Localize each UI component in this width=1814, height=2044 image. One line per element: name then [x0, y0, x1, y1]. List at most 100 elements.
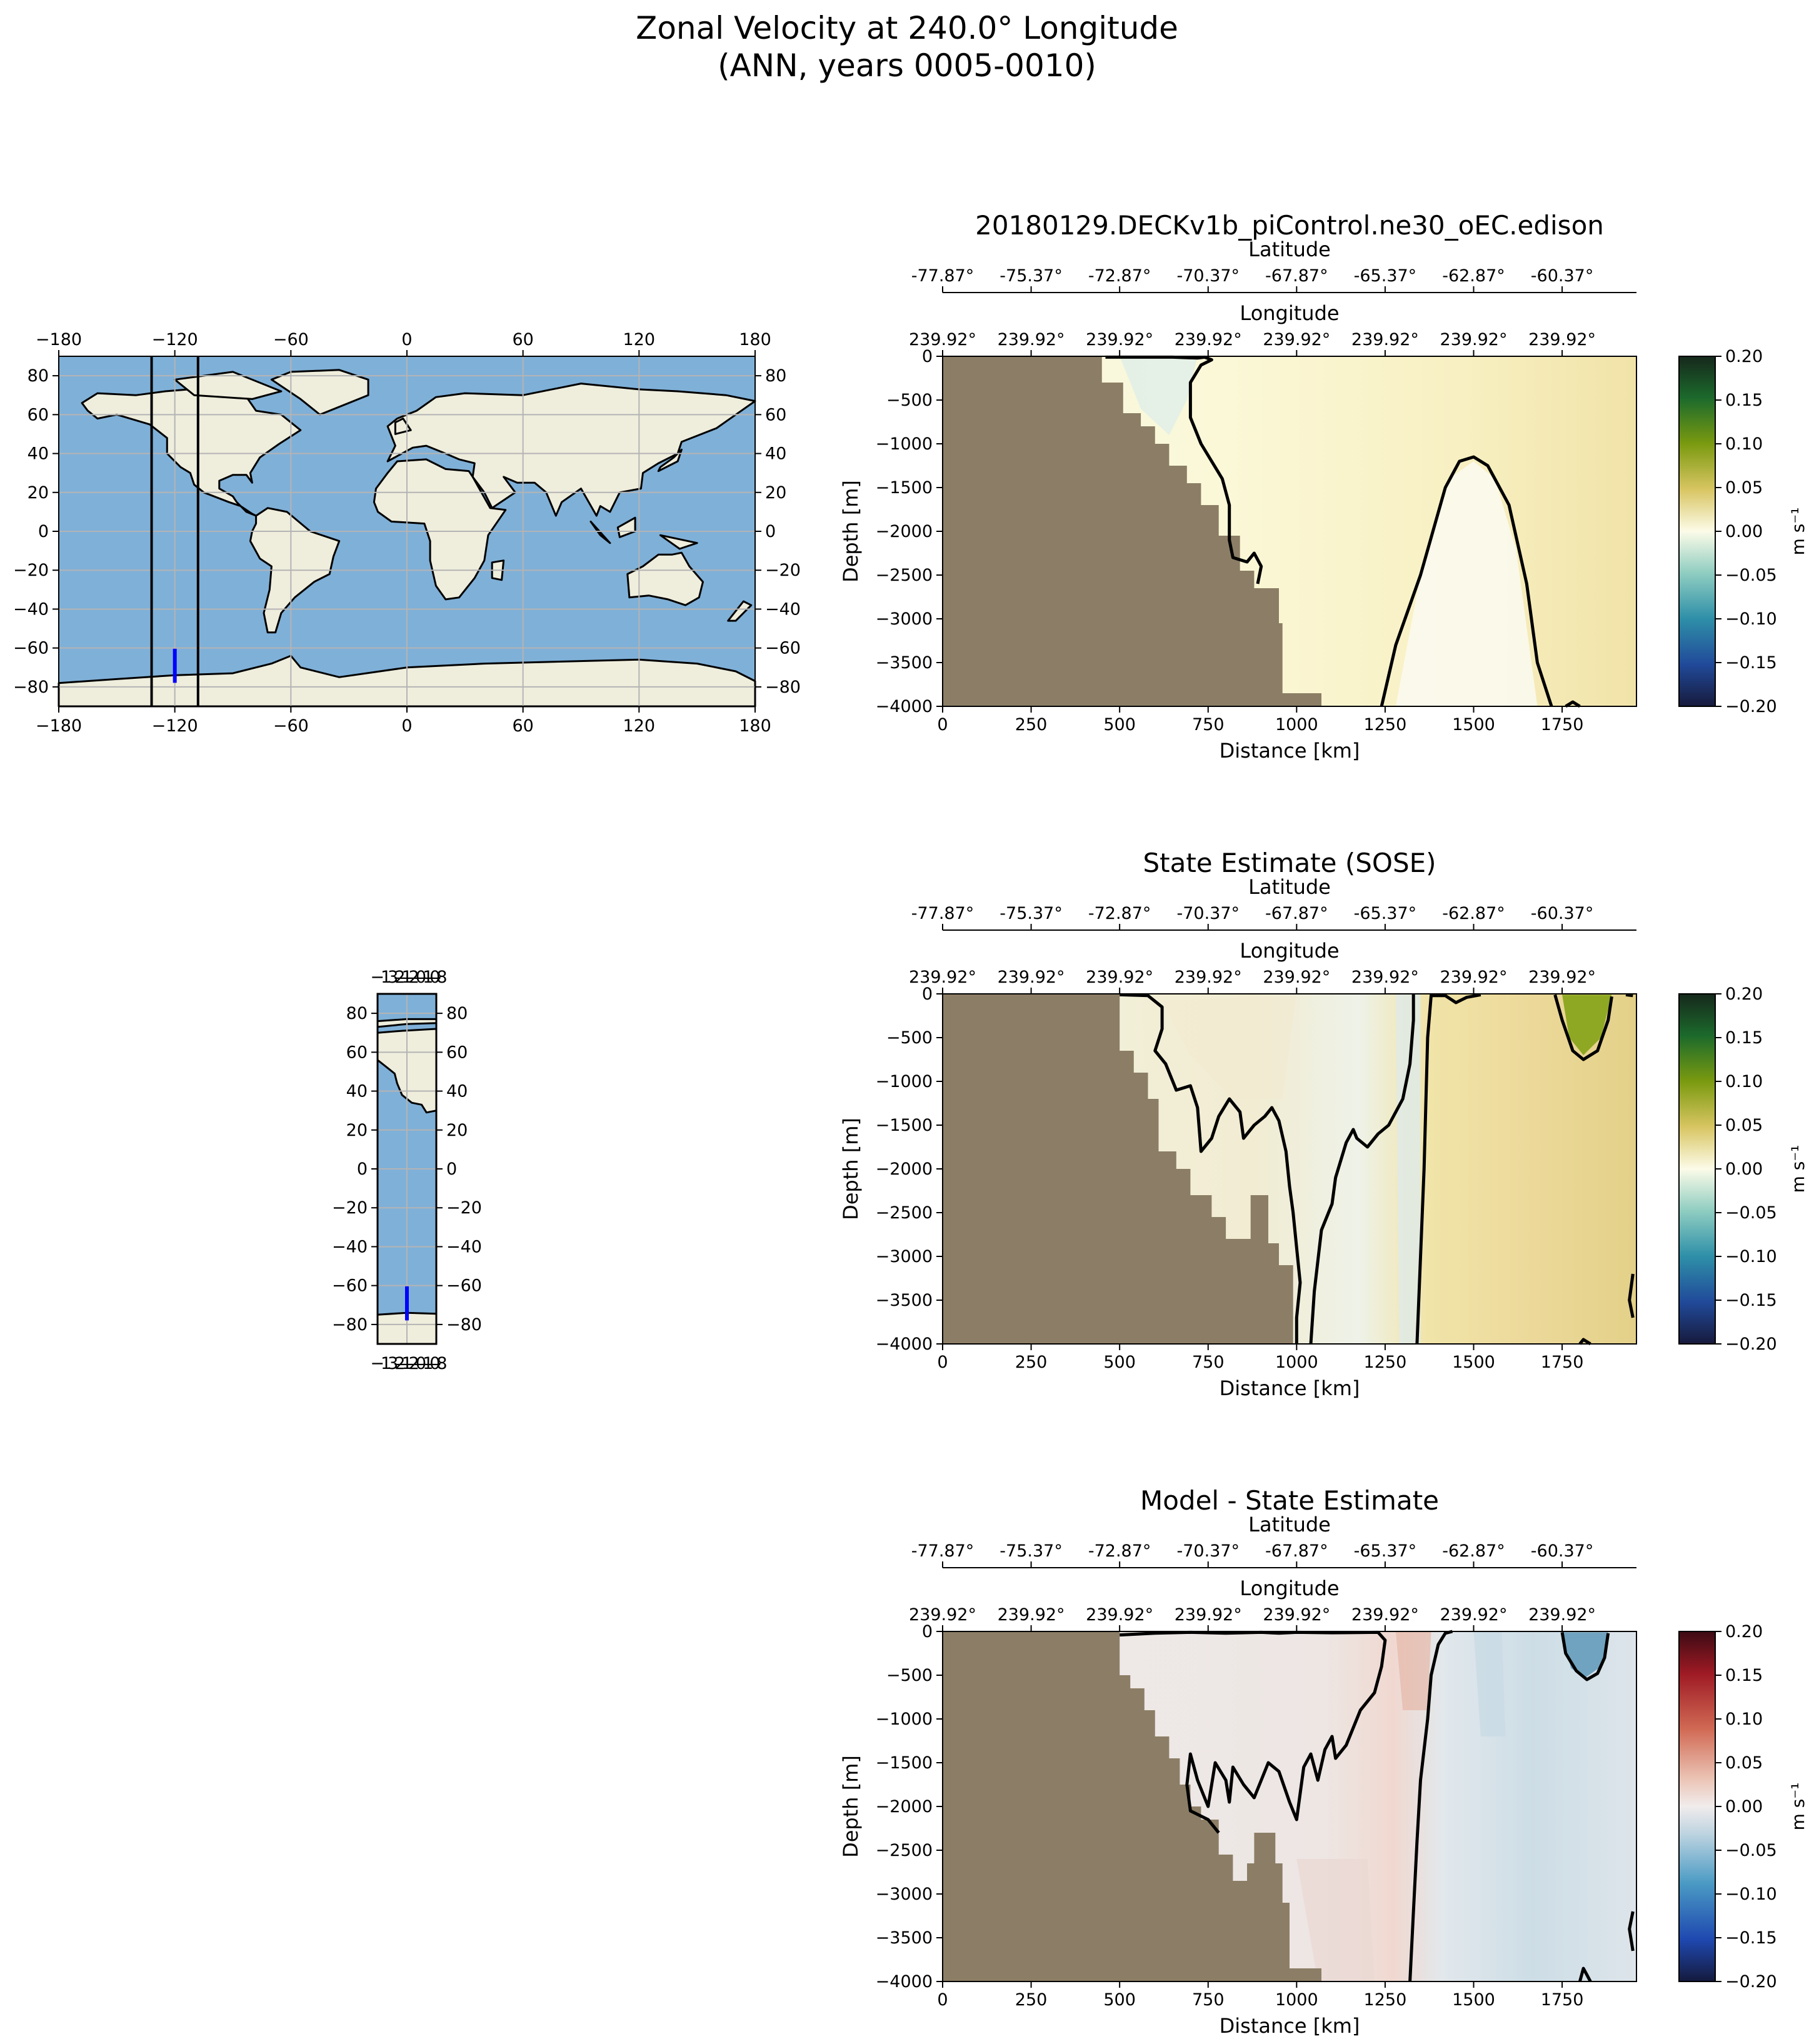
map-lat-label-left: 40	[28, 444, 49, 464]
zero-contour-5	[1578, 1338, 1591, 1346]
figure-title: Zonal Velocity at 240.0° Longitude	[636, 10, 1178, 46]
map-lon-label-bottom: −120	[152, 716, 198, 736]
colorbar-tick-label: 0.00	[1725, 522, 1763, 541]
velocity-anomaly-1	[1395, 1631, 1431, 1710]
x-tick-label: 1500	[1452, 1353, 1495, 1372]
map-lat-label-right: 60	[765, 405, 786, 424]
zoom-lat-label-right: −60	[446, 1276, 482, 1296]
x-tick-label: 1750	[1541, 1990, 1584, 2010]
map-lon-label-top: 180	[739, 330, 771, 349]
latitude-tick-label: -75.37°	[1000, 1541, 1063, 1561]
y-tick-label: −2000	[876, 1797, 933, 1816]
latitude-axis-label: Latitude	[1248, 875, 1331, 899]
map-lat-label-left: 60	[28, 405, 49, 424]
bathymetry-land	[943, 1631, 1321, 1981]
longitude-tick-label: 239.92°	[1086, 1605, 1153, 1625]
zoom-lat-label-right: −20	[446, 1198, 482, 1218]
longitude-tick-label: 239.92°	[909, 1605, 976, 1625]
latitude-tick-label: -60.37°	[1531, 1541, 1594, 1561]
colorbar-tick-label: −0.10	[1725, 1885, 1777, 1904]
zero-contour-2	[1408, 1630, 1453, 1982]
y-tick-label: −1500	[876, 1753, 933, 1773]
map-lat-label-left: −60	[13, 639, 49, 658]
colorbar-tick-label: −0.20	[1725, 1335, 1777, 1354]
zoom-lat-label-right: 20	[446, 1121, 468, 1140]
map-lat-label-right: 0	[765, 522, 776, 541]
longitude-tick-label: 239.92°	[1175, 1605, 1242, 1625]
x-tick-label: 750	[1192, 1353, 1225, 1372]
x-axis-label: Distance [km]	[1220, 2014, 1360, 2038]
colorbar-tick-label: −0.20	[1725, 697, 1777, 716]
velocity-anomaly-2	[1162, 995, 1297, 1099]
colorbar-tick-label: −0.15	[1725, 1928, 1777, 1948]
zoom-lat-label-right: 60	[446, 1043, 468, 1062]
y-tick-label: −2000	[876, 1160, 933, 1179]
map-lon-label-bottom: −180	[36, 716, 82, 736]
map-lat-label-left: 0	[38, 522, 49, 541]
colorbar-tick-label: 0.05	[1725, 1753, 1763, 1773]
colorbar-tick-label: −0.20	[1725, 1972, 1777, 1991]
map-lat-label-left: −20	[13, 561, 49, 580]
australia	[626, 551, 704, 606]
colorbar-tick-label: −0.10	[1725, 1247, 1777, 1266]
latitude-tick-label: -70.37°	[1176, 266, 1240, 286]
x-tick-label: 0	[937, 715, 948, 734]
longitude-tick-label: 239.92°	[1351, 330, 1419, 349]
colorbar-tick-label: −0.05	[1725, 1203, 1777, 1223]
figure-subtitle: (ANN, years 0005-0010)	[718, 48, 1096, 84]
bathymetry-land	[943, 994, 1293, 1344]
map-lat-label-right: −40	[765, 599, 801, 619]
colorbar-tick-label: −0.15	[1725, 653, 1777, 673]
y-tick-label: −3500	[876, 1928, 933, 1948]
x-tick-label: 500	[1103, 1353, 1136, 1372]
latitude-tick-label: -67.87°	[1265, 266, 1328, 286]
map-lon-label-top: 0	[401, 330, 412, 349]
latitude-tick-label: -62.87°	[1442, 1541, 1505, 1561]
y-tick-label: −500	[886, 1666, 933, 1685]
latitude-tick-label: -62.87°	[1442, 266, 1505, 286]
y-tick-label: −3000	[876, 1247, 933, 1266]
map-lat-label-left: 20	[28, 483, 49, 503]
y-tick-label: −3500	[876, 653, 933, 673]
y-tick-label: −2500	[876, 566, 933, 585]
colorbar-tick-label: 0.00	[1725, 1797, 1763, 1816]
latitude-tick-label: -62.87°	[1442, 904, 1505, 923]
zero-contour-4	[1578, 1966, 1592, 1983]
zoom-lat-label-left: −80	[332, 1315, 368, 1335]
map-lon-label-top: −60	[273, 330, 309, 349]
map-lat-label-right: −20	[765, 561, 801, 580]
map-lat-label-right: −80	[765, 678, 801, 697]
zoom-lat-label-left: 60	[346, 1043, 368, 1062]
global-map: −180 −180 −120 −120 −60 −60 0 0 60 60 120 120 180 180…	[13, 330, 801, 736]
map-lon-label-bottom: 60	[512, 716, 533, 736]
y-tick-label: −4000	[876, 697, 933, 716]
x-tick-label: 750	[1192, 1990, 1225, 2010]
longitude-tick-label: 239.92°	[1351, 1605, 1419, 1625]
map-lon-label-top: 60	[512, 330, 533, 349]
longitude-tick-label: 239.92°	[909, 330, 976, 349]
latitude-tick-label: -70.37°	[1176, 904, 1240, 923]
x-tick-label: 250	[1015, 1990, 1048, 2010]
y-tick-label: −1500	[876, 1116, 933, 1135]
x-tick-label: 1250	[1364, 715, 1407, 734]
x-axis-label: Distance [km]	[1220, 739, 1360, 763]
x-tick-label: 750	[1192, 715, 1225, 734]
longitude-tick-label: 239.92°	[1440, 1605, 1507, 1625]
zoom-lat-label-left: −40	[332, 1237, 368, 1256]
colorbar-tick-label: 0.20	[1725, 984, 1763, 1004]
latitude-tick-label: -77.87°	[911, 904, 975, 923]
y-tick-label: −3000	[876, 609, 933, 629]
zoom-lat-label-left: −60	[332, 1276, 368, 1296]
colorbar-label: m s⁻¹	[1788, 1783, 1808, 1831]
x-tick-label: 1000	[1275, 715, 1318, 734]
zero-contour-7	[1628, 1273, 1635, 1318]
x-tick-label: 1750	[1541, 1353, 1584, 1372]
x-axis-label: Distance [km]	[1220, 1376, 1360, 1400]
new-guinea	[659, 534, 698, 550]
zoom-lat-label-left: 20	[346, 1121, 368, 1140]
x-tick-label: 500	[1103, 715, 1136, 734]
y-axis-label: Depth [m]	[839, 1755, 863, 1858]
colorbar: 0.20 0.15 0.10 0.05 0.00 −0.05 −0.10 −0.15 −0.20…	[1678, 984, 1808, 1354]
map-lon-label-top: −120	[152, 330, 198, 349]
